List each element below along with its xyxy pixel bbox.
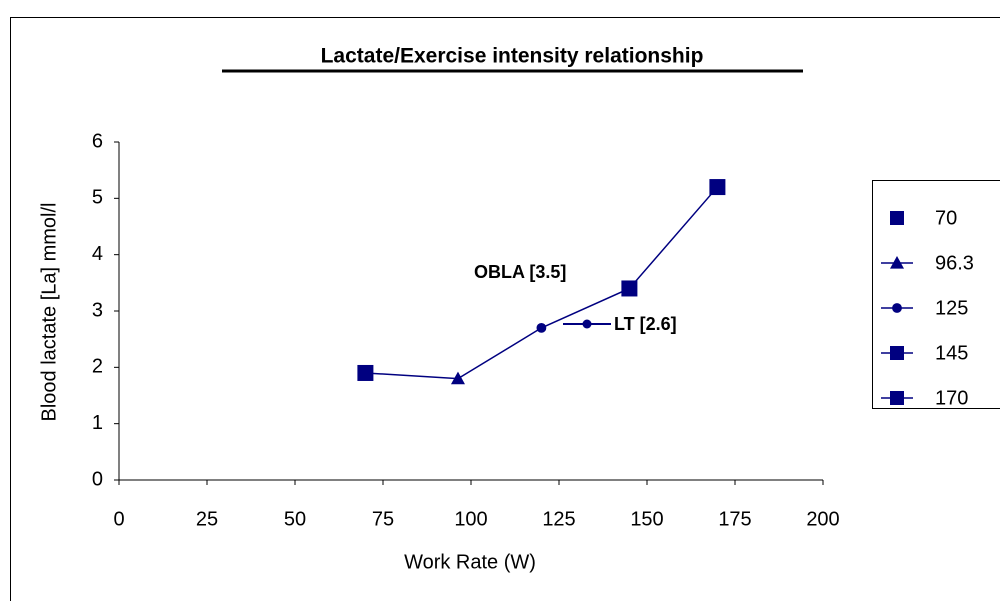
- chart-border: [10, 17, 1000, 601]
- marker: [536, 323, 547, 333]
- x-tick-label: 75: [372, 508, 394, 530]
- y-tick-label: 4: [92, 243, 103, 265]
- chart-title: Lactate/Exercise intensity relationship: [321, 45, 704, 68]
- legend-marker: [890, 211, 904, 225]
- x-tick-label: 100: [454, 508, 487, 530]
- marker: [709, 179, 726, 196]
- legend-label: 170: [935, 387, 968, 409]
- x-tick-label: 125: [542, 508, 575, 530]
- legend-marker: [890, 256, 904, 269]
- y-axis-label: Blood lactate [La] mmol/l: [38, 203, 60, 422]
- y-tick-label: 3: [92, 299, 103, 321]
- legend-label: 70: [935, 207, 957, 229]
- x-tick-label: 175: [718, 508, 751, 530]
- marker: [621, 280, 638, 297]
- annotation-marker: [582, 319, 592, 329]
- x-tick-label: 200: [806, 508, 839, 530]
- y-tick-label: 0: [92, 468, 103, 490]
- y-tick-label: 6: [92, 130, 103, 152]
- legend-marker: [890, 391, 904, 405]
- x-tick-label: 150: [630, 508, 663, 530]
- marker: [450, 371, 465, 385]
- x-tick-label: 0: [113, 508, 124, 530]
- x-tick-label: 25: [196, 508, 218, 530]
- legend-label: 145: [935, 342, 968, 364]
- marker: [357, 364, 374, 381]
- y-tick-label: 5: [92, 187, 103, 209]
- legend-label: 96.3: [935, 252, 974, 274]
- legend-label: 125: [935, 297, 968, 319]
- x-axis-label: Work Rate (W): [404, 551, 536, 573]
- legend-marker: [892, 303, 902, 313]
- annotation: LT [2.6]: [614, 314, 677, 334]
- y-tick-label: 1: [92, 412, 103, 434]
- legend-marker: [890, 346, 904, 360]
- y-tick-label: 2: [92, 356, 103, 378]
- x-tick-label: 50: [284, 508, 306, 530]
- annotation: OBLA [3.5]: [474, 262, 566, 282]
